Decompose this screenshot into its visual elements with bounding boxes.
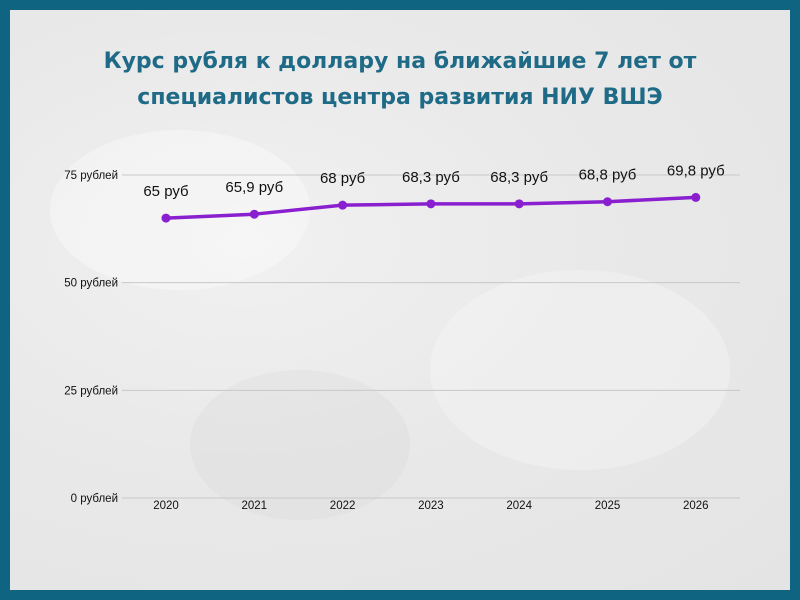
x-tick-label: 2024 bbox=[506, 500, 532, 512]
x-tick-label: 2022 bbox=[330, 500, 356, 512]
line-chart: 0 рублей 25 рублей 50 рублей 75 рублей 2020… bbox=[64, 162, 740, 512]
data-point bbox=[514, 199, 524, 209]
chart-title-line-1: Курс рубля к доллару на ближайшие 7 лет … bbox=[103, 49, 697, 74]
data-point bbox=[426, 199, 436, 209]
chart-title-line-2: специалистов центра развития НИУ ВШЭ bbox=[137, 85, 663, 110]
data-point bbox=[691, 192, 701, 202]
background-texture bbox=[50, 130, 310, 290]
data-label: 65 руб bbox=[143, 183, 188, 200]
grid-lines bbox=[122, 174, 740, 499]
data-label: 68,8 руб bbox=[579, 167, 637, 184]
x-tick-label: 2025 bbox=[595, 500, 621, 512]
data-point bbox=[603, 197, 612, 207]
x-tick-label: 2021 bbox=[242, 500, 268, 512]
background-texture bbox=[190, 370, 410, 520]
y-axis-tick-labels: 0 рублей 25 рублей 50 рублей 75 рублей bbox=[64, 170, 118, 505]
data-label: 65,9 руб bbox=[225, 179, 283, 196]
chart-title: Курс рубля к доллару на ближайшие 7 лет … bbox=[10, 44, 790, 116]
data-label: 68,3 руб bbox=[402, 169, 460, 186]
data-label: 69,8 руб bbox=[667, 162, 725, 179]
x-tick-label: 2026 bbox=[683, 500, 709, 512]
x-tick-label: 2020 bbox=[153, 500, 179, 512]
x-axis-tick-labels: 2020 2021 2022 2023 2024 2025 2026 bbox=[153, 500, 708, 512]
y-tick-label: 0 рублей bbox=[71, 493, 118, 505]
series-points bbox=[161, 192, 701, 223]
chart-card: Курс рубля к доллару на ближайшие 7 лет … bbox=[10, 10, 790, 590]
data-point bbox=[338, 200, 348, 210]
data-label: 68,3 руб bbox=[490, 169, 548, 186]
data-point bbox=[161, 213, 171, 223]
data-label: 68 руб bbox=[320, 170, 365, 187]
y-tick-label: 25 рублей bbox=[64, 385, 118, 397]
data-labels: 65 руб 65,9 руб 68 руб 68,3 руб 68,3 руб 68,8… bbox=[143, 162, 724, 200]
data-point bbox=[249, 209, 259, 219]
y-tick-label: 50 рублей bbox=[64, 278, 118, 290]
y-tick-label: 75 рублей bbox=[64, 170, 118, 182]
background-texture bbox=[430, 270, 730, 470]
x-tick-label: 2023 bbox=[418, 500, 444, 512]
